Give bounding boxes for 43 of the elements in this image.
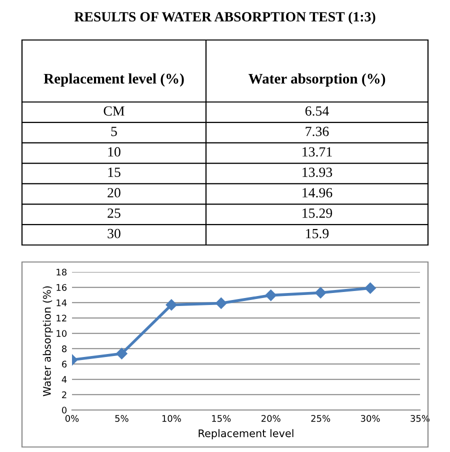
y-tick-label: 6 xyxy=(62,360,67,368)
text: 15.9 xyxy=(306,228,329,238)
text: Replacement level (%) xyxy=(44,73,184,87)
text: 5 xyxy=(111,126,117,136)
y-tick-label: 16 xyxy=(56,284,67,291)
text: CM xyxy=(104,106,124,116)
point xyxy=(166,299,178,310)
x-tick-label: 5% xyxy=(115,415,128,422)
x-tick-label: 15% xyxy=(212,415,231,422)
text: 13.71 xyxy=(302,147,332,157)
x-axis-title: Replacement level xyxy=(198,429,294,440)
text: 6.54 xyxy=(305,106,329,116)
text: 15 xyxy=(108,168,120,177)
point xyxy=(314,287,326,298)
x-tick-label: 20% xyxy=(261,415,280,422)
text: 10 xyxy=(108,147,120,157)
text: Water absorption (%) xyxy=(248,73,386,87)
y-tick-label: 14 xyxy=(56,300,67,306)
point xyxy=(364,282,376,294)
y-tick-label: 8 xyxy=(62,345,67,352)
point xyxy=(216,298,227,309)
y-axis-title: Water absorption (%) xyxy=(42,286,53,396)
text: 20 xyxy=(108,188,120,198)
text: 30 xyxy=(108,228,120,238)
y-tick-label: 2 xyxy=(62,391,66,398)
chart-title: RESULTS OF WATER ABSORPTION TEST (1:3) xyxy=(74,12,376,24)
y-tick-label: 10 xyxy=(56,330,67,337)
text: 15.29 xyxy=(302,208,332,218)
text: 25 xyxy=(108,208,120,218)
y-tick-label: 18 xyxy=(56,268,67,276)
y-tick-label: 4 xyxy=(62,376,67,383)
text: 13.93 xyxy=(302,168,332,178)
x-tick-label: 35% xyxy=(410,415,430,422)
point xyxy=(116,348,128,360)
x-tick-label: 25% xyxy=(311,415,330,422)
x-tick-label: 0% xyxy=(65,415,79,422)
text: 14.96 xyxy=(302,188,332,198)
y-tick-label: 12 xyxy=(56,314,66,322)
x-tick-label: 30% xyxy=(360,415,380,422)
text: 7.36 xyxy=(306,126,329,136)
y-tick-label: 0 xyxy=(62,406,67,414)
point xyxy=(265,290,276,301)
x-tick-label: 10% xyxy=(162,415,181,422)
